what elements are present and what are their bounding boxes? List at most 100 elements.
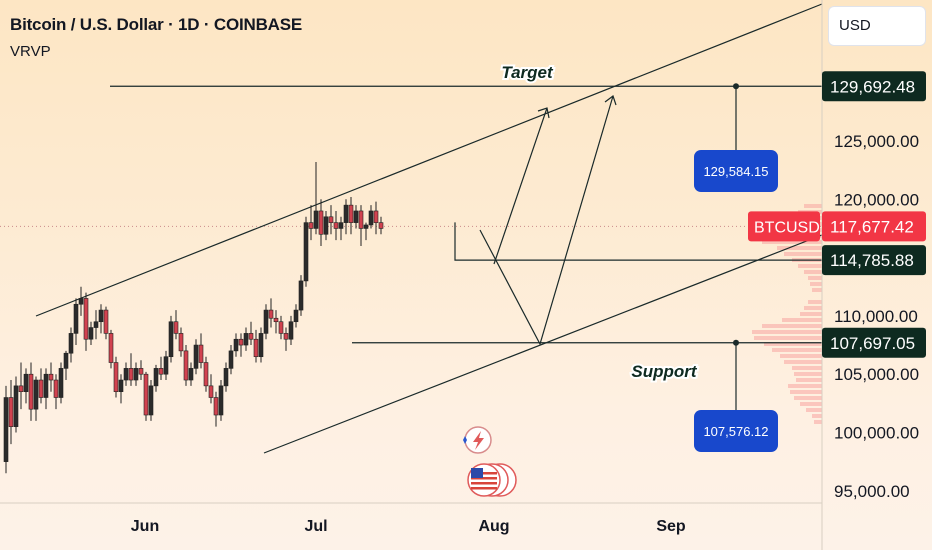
candle-body bbox=[228, 350, 234, 369]
price-tick-label: 110,000.00 bbox=[834, 307, 918, 326]
candle-body bbox=[128, 368, 134, 381]
candle bbox=[368, 205, 374, 229]
candle-body bbox=[373, 210, 379, 223]
event-icons[interactable] bbox=[463, 426, 517, 497]
candle bbox=[263, 304, 269, 340]
candle-body bbox=[98, 309, 104, 323]
us-flag-event-icon[interactable] bbox=[467, 463, 517, 497]
candle-body bbox=[113, 362, 119, 392]
candle-body bbox=[243, 333, 249, 346]
candle bbox=[53, 374, 59, 410]
candle-body bbox=[363, 224, 369, 229]
candle bbox=[378, 216, 384, 235]
drawing-lines bbox=[0, 3, 823, 454]
candle-body bbox=[73, 303, 79, 334]
candle-body bbox=[88, 327, 94, 340]
candle-body bbox=[28, 373, 34, 410]
candle bbox=[78, 286, 84, 316]
candle bbox=[158, 356, 164, 381]
support-price-tag: 107,697.05 bbox=[830, 334, 915, 353]
candle bbox=[173, 310, 179, 340]
candle-body bbox=[198, 344, 204, 363]
candle bbox=[88, 321, 94, 346]
candle-body bbox=[158, 368, 164, 375]
indicator-label[interactable]: VRVP bbox=[10, 43, 51, 60]
candle bbox=[243, 327, 249, 351]
candle-body bbox=[183, 350, 189, 381]
candle-body bbox=[63, 352, 69, 369]
candle bbox=[308, 205, 314, 241]
candle-body bbox=[3, 397, 9, 462]
lightning-event-icon[interactable] bbox=[463, 426, 492, 454]
support-price-tag-bg bbox=[822, 327, 926, 358]
target-price-tag-bg bbox=[822, 71, 926, 102]
candle-body bbox=[268, 309, 274, 319]
candle-body bbox=[278, 321, 284, 334]
arrow-head bbox=[604, 95, 617, 106]
candle-body bbox=[178, 333, 184, 352]
candle-body bbox=[353, 210, 359, 223]
candle bbox=[348, 196, 354, 235]
candle bbox=[3, 385, 9, 474]
candle-body bbox=[218, 385, 224, 416]
candle bbox=[68, 327, 74, 363]
candle bbox=[8, 380, 14, 445]
candle bbox=[208, 374, 214, 404]
candle-body bbox=[238, 338, 244, 346]
candle-body bbox=[193, 344, 199, 369]
candle bbox=[133, 362, 139, 386]
candle bbox=[218, 380, 224, 421]
price-tick-label: 120,000.00 bbox=[834, 190, 919, 209]
candle-body bbox=[203, 362, 209, 387]
candle bbox=[338, 216, 344, 241]
support-label: Support bbox=[631, 362, 697, 381]
candle bbox=[318, 199, 324, 246]
candle bbox=[93, 310, 99, 340]
candle-body bbox=[83, 298, 89, 340]
candle-body bbox=[103, 309, 109, 334]
candle-body bbox=[253, 338, 259, 358]
candle bbox=[33, 376, 39, 421]
currency-button[interactable]: USD bbox=[828, 6, 926, 46]
candle-body bbox=[233, 338, 239, 352]
candle bbox=[238, 333, 244, 357]
candle bbox=[98, 304, 104, 334]
candle-body bbox=[333, 222, 339, 229]
projection-path bbox=[479, 95, 614, 346]
candle bbox=[138, 360, 144, 381]
candle bbox=[258, 327, 264, 363]
candle bbox=[268, 298, 274, 328]
candle-body bbox=[118, 379, 124, 392]
candle-body bbox=[108, 333, 114, 363]
candle bbox=[23, 368, 29, 404]
candle-body bbox=[258, 333, 264, 358]
candle-body bbox=[338, 222, 344, 229]
price-tick-label: 105,000.00 bbox=[834, 365, 919, 384]
candle-body bbox=[188, 368, 194, 381]
target-callout-value: 129,584.15 bbox=[703, 164, 768, 179]
candle bbox=[188, 362, 194, 386]
candle-body bbox=[213, 397, 219, 416]
last-price-tag-bg bbox=[822, 211, 926, 242]
candle bbox=[13, 376, 19, 433]
candle-body bbox=[163, 356, 169, 375]
candle bbox=[123, 362, 129, 386]
candle-body bbox=[8, 397, 14, 427]
candle bbox=[343, 199, 349, 235]
candle-body bbox=[223, 368, 229, 387]
candle bbox=[58, 362, 64, 404]
candle bbox=[328, 205, 334, 235]
candle bbox=[128, 353, 134, 386]
candle-body bbox=[313, 210, 319, 229]
candle-body bbox=[123, 368, 129, 381]
candle-body bbox=[378, 222, 384, 229]
candle-body bbox=[283, 333, 289, 340]
level-price-tag: 114,785.88 bbox=[830, 251, 914, 270]
candle bbox=[43, 368, 49, 410]
candle bbox=[358, 205, 364, 246]
candle bbox=[253, 329, 259, 363]
price-labels: 129,692.48 114,785.88 107,697.05 BTCUSD 117,… bbox=[499, 61, 926, 452]
candle bbox=[373, 201, 379, 235]
